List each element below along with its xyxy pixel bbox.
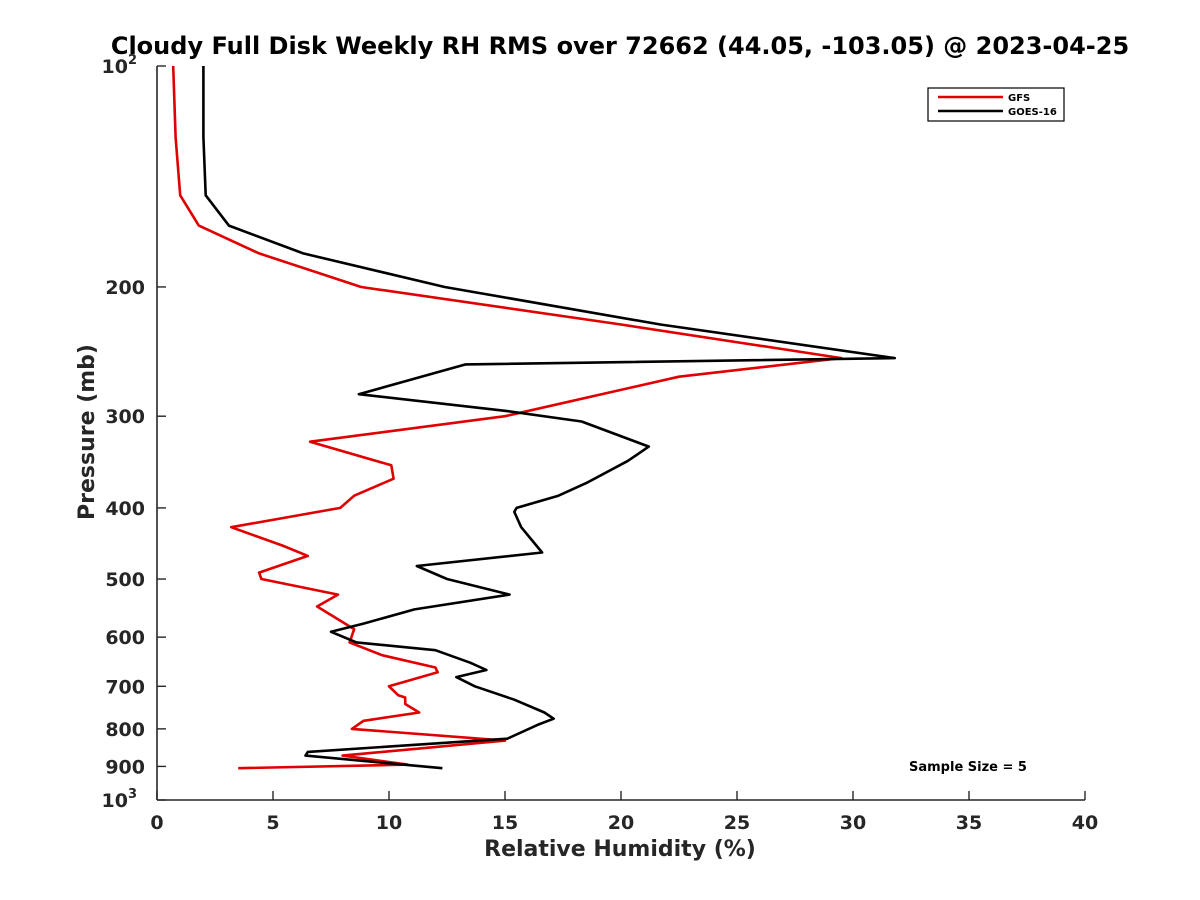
x-tick-label: 25 [724,812,750,834]
legend-label-gfs: GFS [1008,93,1030,104]
y-tick-label-base: 500 [105,569,145,591]
x-tick-label: 5 [266,812,279,834]
y-tick-label: 102 [102,53,138,78]
x-tick-label: 15 [492,812,518,834]
x-tick-label: 30 [840,812,866,834]
y-tick-label: 300 [105,406,145,428]
series-line-gfs [171,65,843,770]
x-tick-label: 40 [1072,812,1098,834]
y-tick-label: 400 [105,498,145,520]
x-tick-label: 0 [150,812,163,834]
series-line-goes-16 [202,66,897,770]
y-tick-label: 200 [105,277,145,299]
y-tick-label: 800 [105,719,145,741]
legend: GFS GOES-16 [927,87,1065,122]
x-tick-label: 20 [608,812,634,834]
y-tick-label: 103 [102,787,138,812]
y-tick-label-base: 900 [105,756,145,778]
y-axis-label: Pressure (mb) [75,344,100,520]
y-tick-label: 600 [105,627,145,649]
series-layer [171,65,897,770]
legend-label-goes-16: GOES-16 [1008,107,1057,118]
y-tick-label-base: 800 [105,719,145,741]
y-tick-label-exponent: 2 [128,53,137,68]
chart-title: Cloudy Full Disk Weekly RH RMS over 7266… [111,32,1129,60]
y-tick-label-exponent: 3 [128,787,137,802]
sample-size-annotation: Sample Size = 5 [909,760,1027,775]
y-tick-label: 500 [105,569,145,591]
y-tick-label-base: 400 [105,498,145,520]
y-tick-label: 700 [105,676,145,698]
y-tick-label-base: 10 [102,56,128,78]
x-tick-label: 10 [376,812,402,834]
y-tick-label-base: 600 [105,627,145,649]
x-tick-label: 35 [956,812,982,834]
legend-box [927,87,1065,122]
y-tick-label: 900 [105,756,145,778]
x-axis-label: Relative Humidity (%) [484,837,756,862]
y-tick-label-base: 10 [102,790,128,812]
axes: 0 5 10 15 20 25 30 35 40102200300400500600700800… [102,53,1099,834]
y-tick-label-base: 200 [105,277,145,299]
y-tick-label-base: 700 [105,676,145,698]
y-tick-label-base: 300 [105,406,145,428]
